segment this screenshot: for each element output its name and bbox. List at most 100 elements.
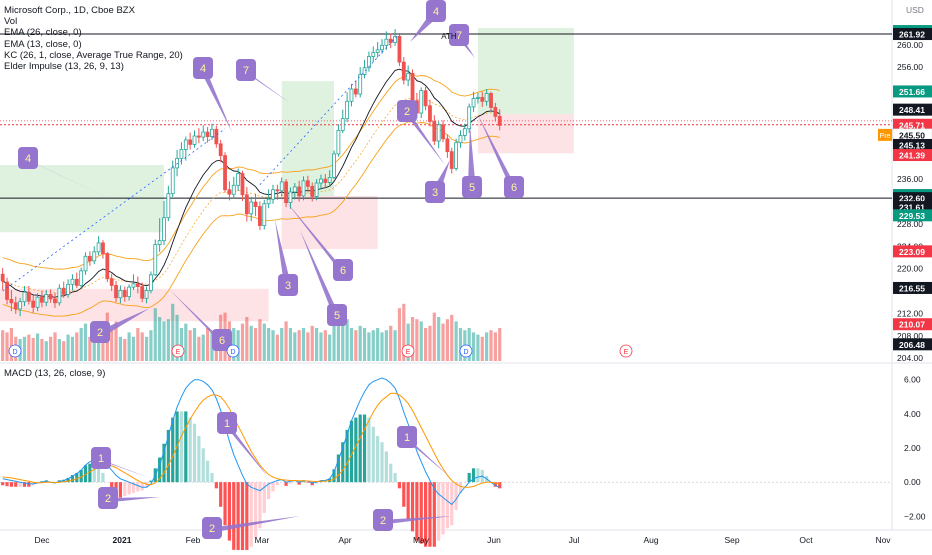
volume-bar — [149, 330, 152, 361]
time-tick-label: Aug — [643, 535, 658, 545]
currency-label: USD — [906, 5, 924, 15]
elliott-wave-label: 4 — [25, 153, 31, 165]
volume-bar — [132, 337, 135, 361]
macd-histogram-bar — [245, 482, 248, 550]
volume-bar — [158, 317, 161, 361]
candle-body — [71, 279, 74, 284]
elliott-wave-label: 2 — [404, 106, 410, 118]
macd-histogram-bar — [302, 482, 305, 483]
candle-body — [45, 294, 48, 302]
macd-histogram-bar — [380, 442, 383, 482]
candle-body — [407, 73, 410, 80]
macd-tick-label: −2.00 — [904, 511, 926, 521]
event-marker-label: D — [230, 349, 235, 356]
candle-body — [184, 140, 187, 150]
candle-body — [315, 183, 318, 196]
macd-histogram-bar — [437, 482, 440, 540]
candle-body — [463, 129, 466, 136]
candle-body — [215, 129, 218, 144]
volume-bar — [280, 328, 283, 361]
volume-bar — [359, 326, 362, 361]
macd-histogram-bar — [254, 482, 257, 537]
candle-body — [171, 168, 174, 194]
macd-histogram-bar — [219, 482, 222, 507]
candle-body — [372, 53, 375, 57]
event-marker-label: E — [406, 349, 411, 356]
candle-body — [459, 135, 462, 142]
candle-body — [189, 140, 192, 144]
candle-body — [354, 89, 357, 94]
macd-histogram-bar — [441, 482, 444, 534]
price-tick-label: 204.00 — [897, 353, 923, 363]
candle-body — [62, 288, 65, 294]
time-tick-label: Mar — [255, 535, 270, 545]
macd-histogram-bar — [393, 473, 396, 482]
candle-body — [424, 91, 427, 106]
macd-histogram-bar — [189, 418, 192, 483]
macd-histogram-bar — [367, 418, 370, 483]
elliott-wave-label: 6 — [219, 335, 225, 347]
candle-body — [115, 285, 118, 297]
macd-histogram-bar — [350, 421, 353, 483]
candle-body — [280, 182, 283, 191]
elliott-wave-label: 7 — [243, 65, 249, 77]
macd-histogram-bar — [411, 482, 414, 531]
candle-body — [267, 199, 270, 203]
time-tick-label: Apr — [338, 535, 351, 545]
macd-histogram-bar — [232, 482, 235, 550]
candle-body — [381, 45, 384, 49]
elliott-wave-label: 1 — [404, 432, 410, 444]
candle-body — [154, 245, 157, 275]
time-tick-label: Dec — [34, 535, 50, 545]
candle-body — [32, 301, 35, 307]
macd-histogram-bar — [101, 473, 104, 482]
time-tick-label: Jun — [487, 535, 501, 545]
candle-body — [485, 93, 488, 101]
volume-bar — [189, 330, 192, 361]
candle-body — [250, 202, 253, 214]
candle-body — [145, 290, 148, 298]
candle-body — [450, 152, 453, 169]
volume-bar — [84, 324, 87, 361]
volume-bar — [446, 319, 449, 361]
candle-body — [197, 136, 200, 137]
candle-body — [14, 303, 17, 309]
volume-bar — [237, 330, 240, 361]
macd-histogram-bar — [354, 418, 357, 483]
volume-bar — [263, 324, 266, 361]
elliott-wave-label: 1 — [224, 418, 230, 430]
volume-bar — [476, 335, 479, 361]
macd-histogram-bar — [14, 482, 17, 487]
elliott-wave-label: 5 — [334, 310, 340, 322]
volume-bar — [385, 330, 388, 361]
price-label-text: 248.41 — [899, 105, 925, 115]
macd-histogram-bar — [376, 436, 379, 482]
price-tick-label: 236.00 — [897, 174, 923, 184]
candle-body — [420, 91, 423, 113]
volume-bar — [197, 337, 200, 361]
volume-bar — [49, 337, 52, 361]
macd-histogram-bar — [180, 411, 183, 482]
volume-bar — [241, 324, 244, 361]
macd-histogram-bar — [123, 482, 126, 496]
volume-bar — [32, 338, 35, 361]
candle-body — [490, 93, 493, 107]
candle-body — [293, 187, 296, 192]
volume-bar — [494, 332, 497, 361]
candle-body — [88, 256, 91, 260]
macd-histogram-bar — [415, 482, 418, 540]
candle-body — [411, 73, 414, 100]
macd-histogram-bar — [241, 482, 244, 550]
volume-bar — [389, 326, 392, 361]
macd-histogram-bar — [276, 482, 279, 485]
candle-body — [23, 292, 26, 302]
candle-body — [272, 190, 275, 200]
indicator-ema26: EMA (26, close, 0) — [4, 27, 183, 38]
volume-bar — [311, 326, 314, 361]
volume-bar — [350, 328, 353, 361]
macd-histogram-bar — [289, 482, 292, 484]
candle-body — [58, 288, 61, 303]
elliott-wave-label: 4 — [200, 63, 206, 75]
macd-histogram-bar — [455, 482, 458, 510]
